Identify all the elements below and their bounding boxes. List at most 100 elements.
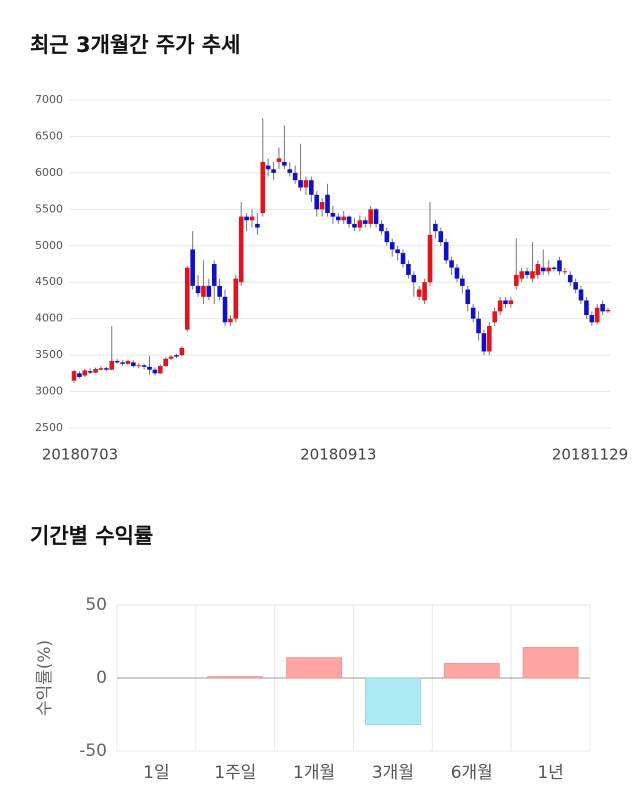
y-tick-label: 0	[96, 668, 107, 688]
y-axis-label: 수익률(%)	[35, 640, 55, 716]
candle-body	[158, 366, 163, 374]
candle-body	[82, 370, 88, 376]
candle-body	[114, 360, 120, 363]
x-tick-label: 6개월	[451, 763, 493, 783]
candle-body	[336, 216, 341, 221]
candle-body	[443, 242, 449, 261]
y-tick-label: 3000	[35, 385, 63, 398]
candle-body	[497, 300, 503, 312]
x-tick-label: 3개월	[372, 763, 414, 783]
candle-body	[125, 360, 131, 364]
candle-body	[98, 368, 104, 370]
y-tick-label: 7000	[35, 93, 63, 106]
candle-body	[265, 165, 271, 170]
candle-body	[168, 356, 174, 359]
candle-body	[476, 318, 481, 334]
bar	[522, 647, 579, 679]
candle-body	[330, 212, 336, 217]
candle-body	[416, 289, 422, 297]
chart-title: 최근 3개월간 주가 추세	[30, 33, 240, 57]
candle-body	[400, 253, 406, 264]
candle-body	[179, 347, 185, 356]
candle-body	[481, 333, 487, 352]
candle-body	[406, 264, 411, 275]
bar	[207, 676, 264, 679]
candle-body	[93, 368, 98, 373]
candle-body	[357, 220, 363, 228]
candle-body	[201, 285, 206, 297]
x-tick-label: 20181129	[552, 446, 628, 464]
candle-body	[470, 307, 476, 319]
candle-body	[276, 158, 282, 162]
candle-body	[228, 318, 233, 323]
candle-body	[379, 223, 384, 232]
candle-body	[530, 271, 535, 279]
candle-body	[152, 369, 158, 374]
y-tick-label: 6500	[35, 129, 63, 142]
candle-body	[346, 216, 352, 224]
candle-body	[546, 267, 551, 272]
y-tick-label: -50	[79, 741, 107, 761]
candle-body	[184, 267, 190, 330]
x-tick-label: 1일	[143, 763, 169, 783]
candle-body	[217, 285, 222, 297]
y-tick-label: 4000	[35, 312, 63, 325]
candle-body	[411, 274, 417, 283]
candle-body	[422, 282, 427, 301]
candle-body	[427, 234, 433, 283]
candle-body	[368, 209, 373, 224]
candle-body	[136, 365, 142, 367]
candle-body	[104, 368, 109, 370]
bar	[443, 663, 500, 679]
candle-body	[562, 271, 568, 273]
candle-body	[519, 271, 524, 279]
x-tick-label: 20180703	[42, 446, 118, 464]
candle-body	[314, 194, 320, 210]
candle-body	[373, 209, 379, 224]
candle-body	[465, 289, 471, 305]
candle-body	[120, 362, 125, 364]
candle-body	[589, 315, 595, 323]
candle-body	[292, 172, 298, 181]
candle-body	[535, 264, 541, 275]
candle-body	[233, 278, 239, 319]
y-tick-label: 6000	[35, 166, 63, 179]
candle-body	[389, 242, 395, 250]
candle-body	[449, 260, 454, 268]
x-tick-label: 20180913	[300, 446, 376, 464]
candle-body	[573, 282, 578, 290]
candle-body	[362, 220, 368, 224]
candle-body	[131, 362, 136, 367]
candle-body	[319, 202, 325, 210]
candle-body	[109, 360, 115, 370]
candle-body	[503, 300, 508, 305]
candle-body	[384, 231, 390, 243]
candle-body	[222, 296, 228, 323]
candle-body	[487, 325, 492, 352]
candle-body	[211, 264, 217, 286]
chart-title: 기간별 수익률	[30, 524, 153, 548]
candle-body	[244, 216, 249, 221]
candle-body	[341, 216, 346, 221]
candle-body	[163, 358, 168, 367]
candle-body	[190, 249, 195, 286]
y-tick-label: 4500	[35, 275, 63, 288]
candle-body	[460, 278, 465, 286]
y-tick-label: 3500	[35, 348, 63, 361]
candle-body	[282, 161, 287, 166]
bar	[286, 657, 342, 679]
candle-body	[174, 355, 179, 357]
candle-body	[492, 311, 498, 323]
x-tick-label: 1년	[537, 763, 563, 783]
candle-body	[438, 231, 444, 243]
y-tick-label: 2500	[35, 421, 63, 434]
candle-body	[238, 216, 244, 283]
candle-body	[287, 169, 293, 173]
candle-body	[325, 194, 330, 213]
candle-body	[395, 249, 400, 254]
y-tick-label: 5000	[35, 239, 63, 252]
candle-body	[298, 180, 303, 188]
candle-body	[195, 285, 201, 294]
candle-body	[600, 304, 605, 312]
